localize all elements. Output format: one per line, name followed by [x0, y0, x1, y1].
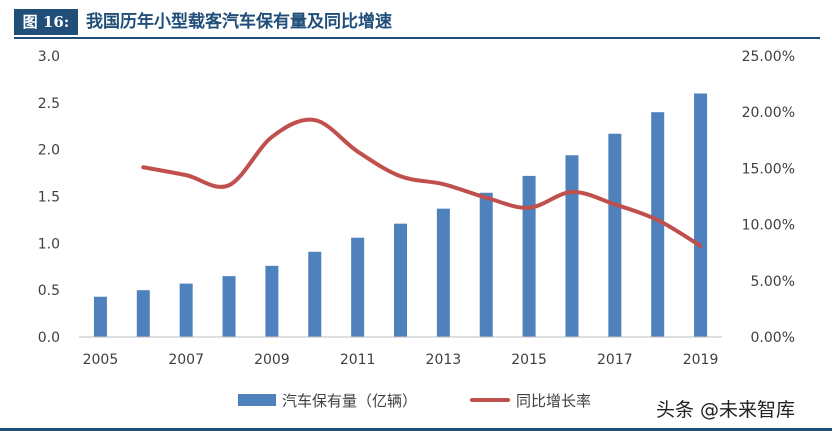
growth-point-2018 — [656, 218, 660, 222]
y-right-tick-label: 0.00% — [751, 330, 795, 346]
x-tick-label: 2011 — [340, 352, 376, 368]
legend-label-line: 同比增长率 — [516, 391, 592, 410]
bar-2010 — [308, 251, 322, 337]
x-tick-label: 2019 — [683, 352, 719, 368]
header-divider — [14, 37, 820, 39]
growth-rate-line — [141, 117, 703, 248]
legend-item-bars: 汽车保有量（亿辆） — [238, 388, 417, 412]
y-right-tick-label: 10.00% — [742, 218, 795, 234]
bar-2005 — [93, 296, 107, 337]
growth-point-2011 — [356, 150, 360, 154]
growth-point-2017 — [613, 202, 617, 206]
growth-point-2007 — [184, 173, 188, 177]
bar-2008 — [222, 276, 236, 337]
y-right-tick-label: 5.00% — [751, 274, 795, 290]
x-tick-label: 2015 — [511, 352, 547, 368]
growth-point-2009 — [270, 135, 274, 139]
watermark-text: 头条 @未来智库 — [656, 399, 796, 421]
bar-2017 — [608, 133, 622, 337]
bar-2011 — [351, 237, 365, 337]
bar-2018 — [651, 112, 665, 337]
x-tick-label: 2005 — [83, 352, 119, 368]
figure-title: 我国历年小型载客汽车保有量及同比增速 — [86, 12, 392, 32]
growth-point-2012 — [399, 174, 403, 178]
y-left-tick-label: 2.5 — [38, 96, 60, 112]
legend-swatch-line — [470, 398, 510, 402]
growth-point-2013 — [441, 182, 445, 186]
growth-point-2006 — [141, 165, 145, 169]
legend-label-bars: 汽车保有量（亿辆） — [282, 391, 418, 410]
y-left-tick-label: 2.0 — [38, 143, 60, 159]
growth-point-2019 — [699, 244, 703, 248]
y-left-tick-label: 1.5 — [38, 190, 60, 206]
legend-swatch-bar — [238, 394, 276, 406]
y-right-tick-label: 25.00% — [742, 49, 795, 65]
bar-2014 — [479, 192, 493, 337]
growth-point-2010 — [313, 118, 317, 122]
growth-point-2016 — [570, 190, 574, 194]
bar-2013 — [436, 208, 450, 337]
y-left-tick-label: 3.0 — [38, 49, 60, 65]
bar-2007 — [179, 283, 193, 337]
y-left-tick-label: 0.0 — [38, 330, 60, 346]
bar-2016 — [565, 155, 579, 337]
bar-2012 — [394, 223, 407, 337]
y-right-tick-label: 15.00% — [742, 161, 795, 177]
y-left-tick-label: 1.0 — [38, 236, 60, 252]
growth-point-2008 — [227, 183, 231, 187]
x-tick-label: 2007 — [168, 352, 204, 368]
x-tick-label: 2013 — [426, 352, 462, 368]
x-tick-label: 2009 — [254, 352, 290, 368]
growth-point-2014 — [484, 196, 488, 200]
bar-2006 — [136, 290, 150, 337]
x-tick-label: 2017 — [597, 352, 633, 368]
y-left-tick-label: 0.5 — [38, 283, 60, 299]
figure-header: 图 16: 我国历年小型载客汽车保有量及同比增速 — [14, 9, 820, 39]
chart-legend: 汽车保有量（亿辆） 同比增长率 — [0, 388, 832, 412]
bar-2019 — [694, 93, 708, 337]
bar-2015 — [522, 175, 536, 337]
growth-point-2015 — [527, 206, 531, 210]
legend-item-line: 同比增长率 — [470, 388, 591, 412]
y-right-tick-label: 20.00% — [742, 105, 795, 121]
figure-number-badge: 图 16: — [14, 9, 78, 35]
bar-2009 — [265, 265, 279, 337]
bottom-divider — [0, 428, 832, 431]
